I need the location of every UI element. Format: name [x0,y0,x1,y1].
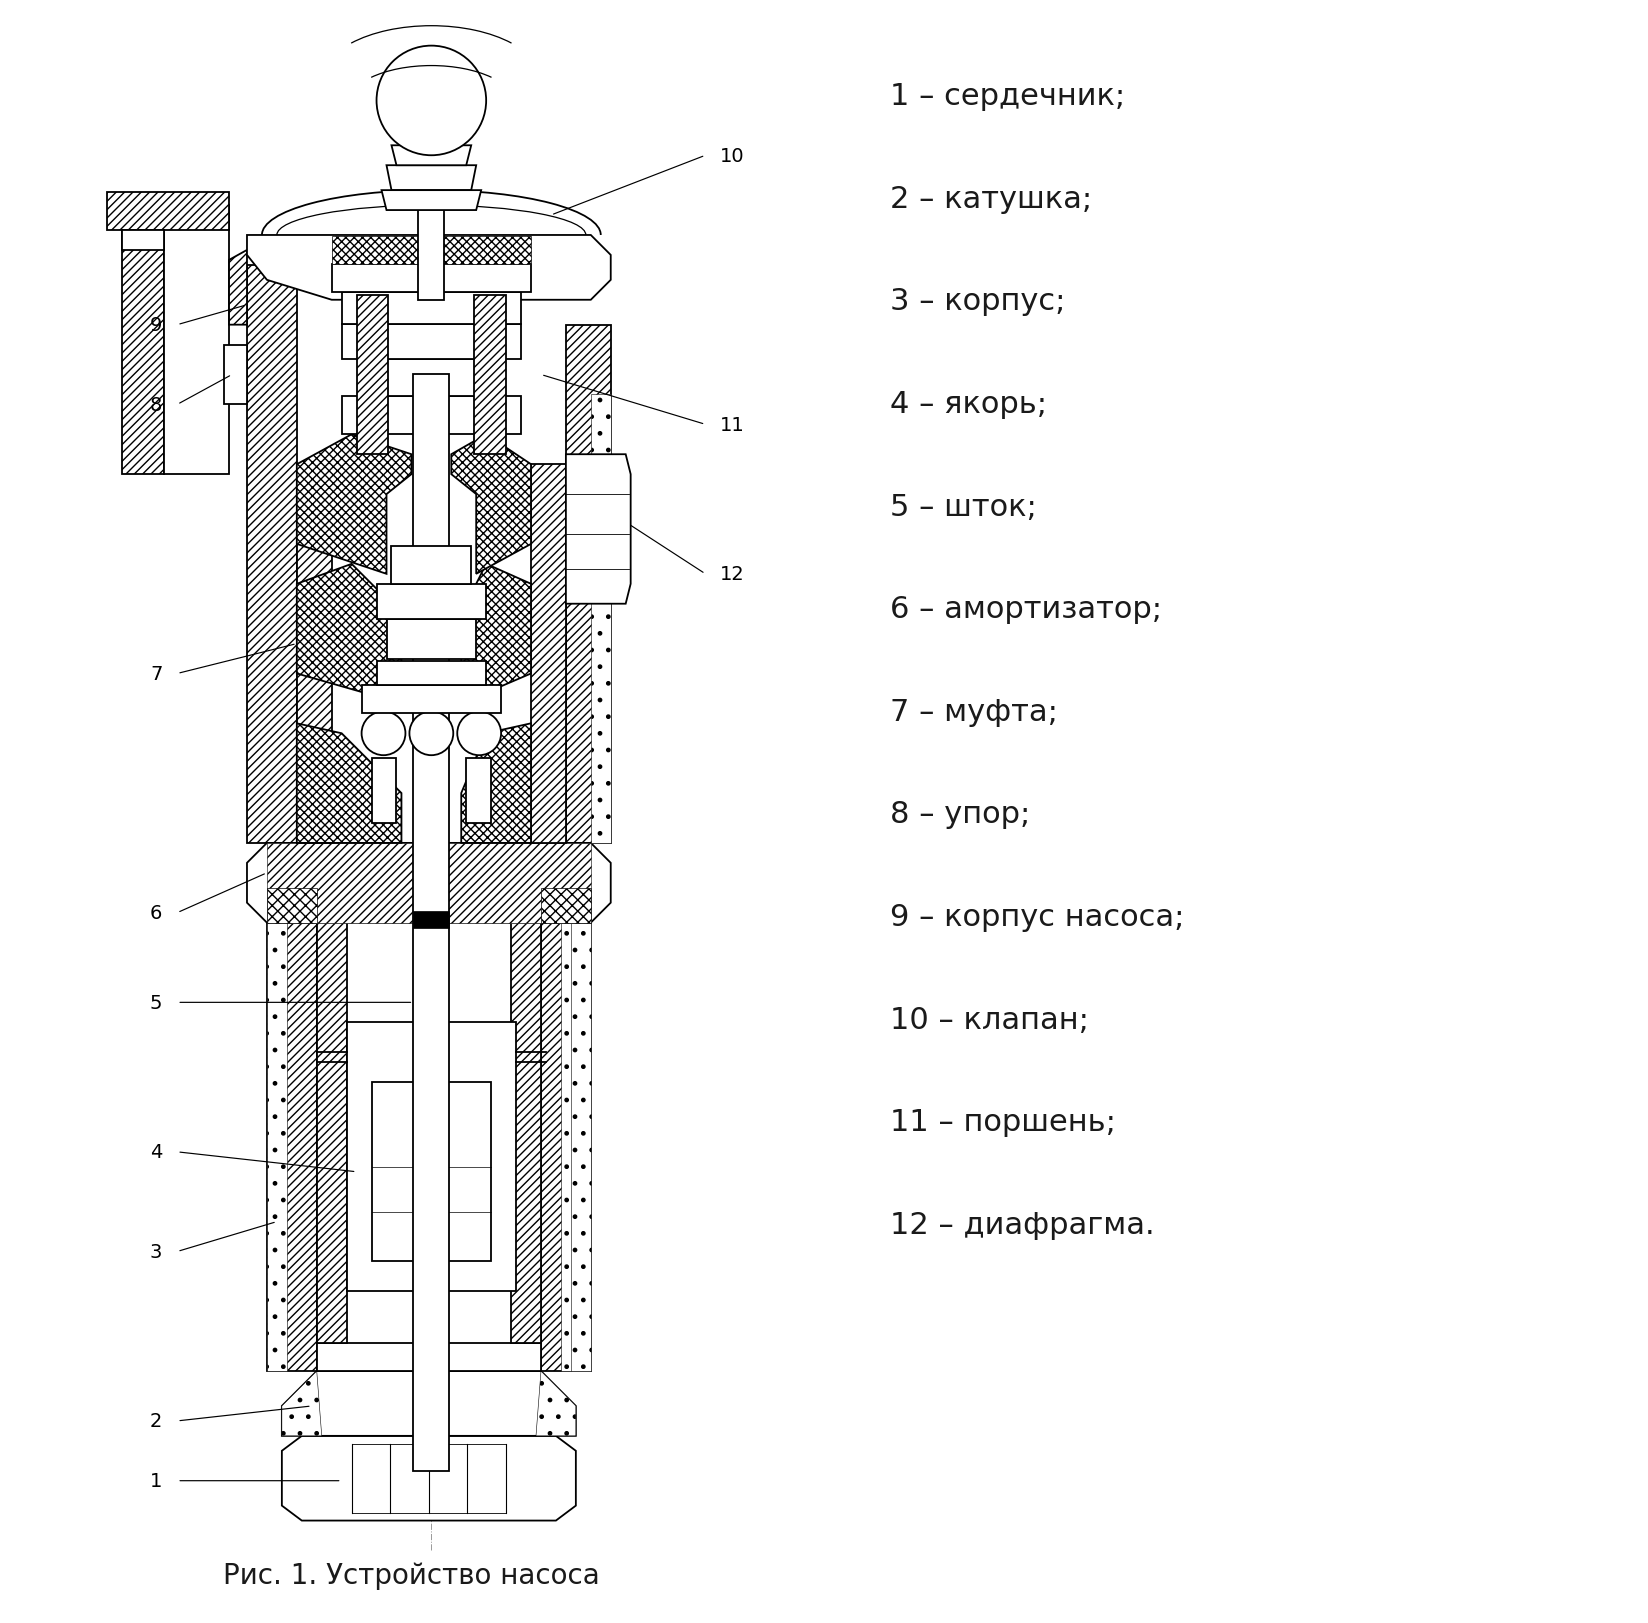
Text: 10: 10 [720,146,745,166]
Bar [570,923,590,1371]
Bar [475,295,506,454]
Text: 12 – диафрагма.: 12 – диафрагма. [890,1211,1154,1240]
Polygon shape [282,1371,575,1436]
Bar [341,292,521,325]
Text: 3 – корпус;: 3 – корпус; [890,287,1065,316]
Bar [356,295,389,454]
Text: 1 – сердечник;: 1 – сердечник; [890,81,1126,110]
Bar [341,325,521,359]
Polygon shape [229,252,247,326]
Bar [361,687,501,714]
Polygon shape [247,235,611,300]
Bar [466,758,491,823]
Polygon shape [282,1436,575,1521]
Bar [560,923,590,1371]
Bar [122,230,165,252]
Text: Рис. 1. Устройство насоса: Рис. 1. Устройство насоса [222,1561,600,1589]
Bar [590,394,611,844]
Polygon shape [536,1371,575,1436]
Circle shape [456,712,501,756]
Text: 5 – шток;: 5 – шток; [890,492,1037,521]
Bar [419,151,445,300]
Bar [371,1083,491,1261]
Bar [511,915,541,1344]
Bar [371,758,397,823]
Text: 7: 7 [150,664,162,683]
Text: 9: 9 [150,316,162,334]
Text: 4: 4 [150,1143,162,1162]
Bar [316,915,346,1344]
Polygon shape [565,454,631,604]
Text: 10 – клапан;: 10 – клапан; [890,1005,1089,1034]
Bar [331,237,531,265]
Bar [387,620,476,659]
Text: 12: 12 [720,565,745,584]
Bar [247,266,297,844]
Text: 8: 8 [150,396,162,414]
Bar [331,265,531,292]
Circle shape [376,47,486,156]
Polygon shape [387,166,476,192]
Text: 2: 2 [150,1412,162,1430]
Text: 5: 5 [150,993,162,1013]
Bar [361,359,501,398]
Text: 8 – упор;: 8 – упор; [890,800,1030,829]
Bar [392,547,471,584]
Text: 7 – муфта;: 7 – муфта; [890,698,1058,727]
Bar [165,206,229,476]
Bar [565,326,611,844]
Bar [316,1344,541,1371]
Text: 11: 11 [720,415,745,435]
Bar [531,464,565,844]
Bar [107,193,229,230]
Circle shape [409,712,453,756]
Text: 2 – катушка;: 2 – катушка; [890,185,1093,214]
Bar [224,346,247,406]
Polygon shape [297,724,402,844]
Bar [376,584,486,620]
Bar [122,206,165,476]
Text: 6 – амортизатор;: 6 – амортизатор; [890,594,1162,623]
Polygon shape [461,724,531,844]
Text: 9 – корпус насоса;: 9 – корпус насоса; [890,902,1185,932]
Polygon shape [267,888,316,923]
Polygon shape [247,844,611,923]
Polygon shape [297,565,402,704]
Text: 4 – якорь;: 4 – якорь; [890,390,1046,419]
Polygon shape [461,565,531,704]
Text: 11 – поршень;: 11 – поршень; [890,1109,1116,1136]
Bar [376,661,486,687]
Polygon shape [392,146,471,166]
Bar [297,464,331,844]
Bar [414,375,450,1470]
Polygon shape [541,888,590,923]
Bar [541,923,590,1371]
Circle shape [361,712,405,756]
Polygon shape [297,435,412,575]
Polygon shape [282,1371,321,1436]
Text: 6: 6 [150,904,162,922]
Bar [341,398,521,435]
Text: 3: 3 [150,1242,162,1261]
Bar [267,923,287,1371]
Bar [346,1022,516,1292]
Bar [267,923,316,1371]
Bar [267,844,590,923]
Polygon shape [382,192,481,211]
Bar [414,911,450,928]
Text: 1: 1 [150,1472,162,1490]
Polygon shape [452,435,531,575]
